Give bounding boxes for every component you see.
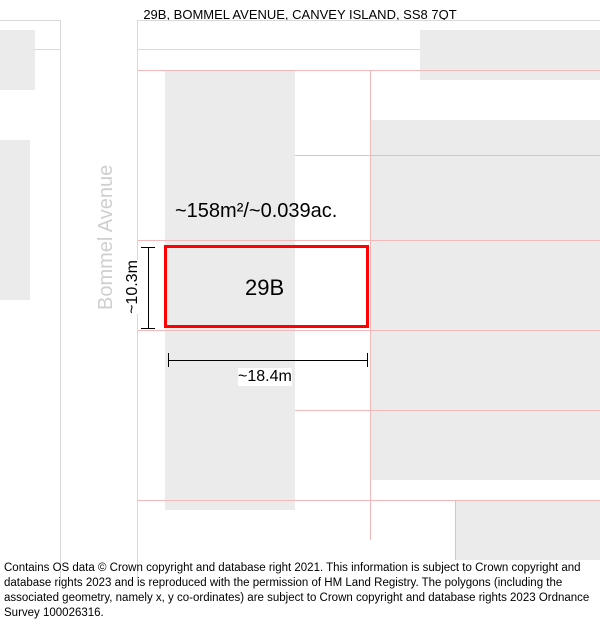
parcel-boundary xyxy=(138,240,600,241)
property-label: 29B xyxy=(245,275,284,301)
dimension-height-label: ~10.3m xyxy=(124,260,142,314)
parcel-boundary xyxy=(138,70,600,71)
map-canvas: ~18.4m ~10.3m Bommel Avenue ~158m²/~0.039ac… xyxy=(0,40,600,540)
parcel-boundary xyxy=(295,410,600,411)
dimension-height-line xyxy=(148,247,149,329)
parcel-boundary xyxy=(295,155,600,156)
dimension-width-label: ~18.4m xyxy=(238,368,292,386)
building-block xyxy=(370,120,600,480)
dimension-width-line xyxy=(168,360,368,361)
parcel-boundary xyxy=(138,500,600,501)
building-block xyxy=(420,30,600,80)
parcel-boundary xyxy=(370,70,371,540)
street-name-label: Bommel Avenue xyxy=(95,165,118,310)
building-block xyxy=(455,500,600,560)
building-block xyxy=(0,30,35,90)
area-label: ~158m²/~0.039ac. xyxy=(175,200,337,223)
parcel-boundary xyxy=(138,330,600,331)
footer-copyright: Contains OS data © Crown copyright and d… xyxy=(4,561,596,621)
building-block xyxy=(0,140,30,300)
parcel-boundary xyxy=(455,500,456,560)
